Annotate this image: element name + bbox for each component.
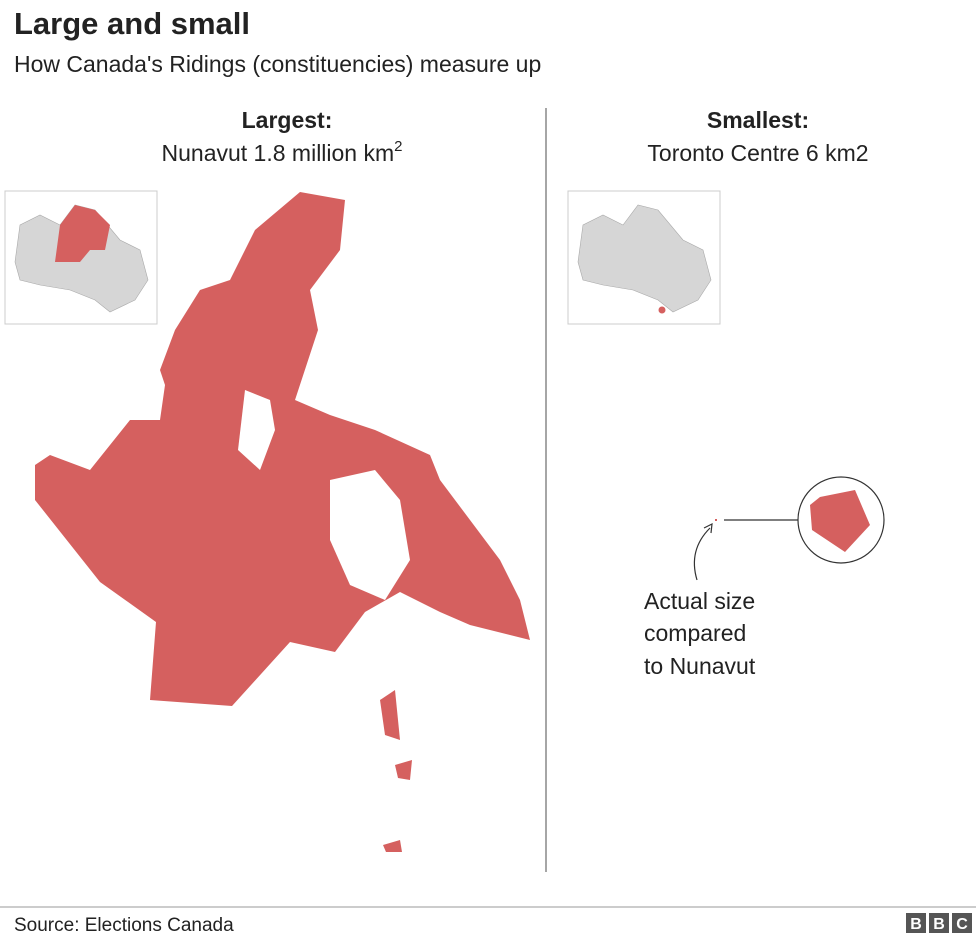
- title: Large and small: [14, 6, 250, 41]
- panel-label: Nunavut 1.8 million km2: [162, 138, 403, 166]
- inset-map-left: [4, 190, 158, 325]
- panel-heading: Largest:: [242, 107, 333, 133]
- bbc-logo: B B C: [906, 913, 972, 933]
- inset-map-right: [567, 190, 721, 325]
- nunavut-map: [35, 192, 530, 852]
- panel-label: Toronto Centre 6 km2: [647, 140, 868, 166]
- logo-letter: B: [933, 916, 945, 933]
- arrow-head: [703, 522, 713, 534]
- toronto-centre-shape: [810, 490, 870, 552]
- panel-heading: Smallest:: [707, 107, 809, 133]
- label-text: Nunavut 1.8 million km: [162, 140, 395, 166]
- subtitle: How Canada's Ridings (constituencies) me…: [14, 51, 541, 77]
- annotation: to Nunavut: [644, 653, 756, 679]
- source: Source: Elections Canada: [14, 915, 234, 936]
- logo-letter: B: [910, 916, 922, 933]
- actual-size-mark: [715, 519, 717, 521]
- logo-letter: C: [956, 916, 968, 933]
- arrow: [693, 527, 711, 581]
- annotation: Actual size: [644, 588, 755, 614]
- superscript: 2: [394, 138, 402, 155]
- annotation: compared: [644, 620, 746, 646]
